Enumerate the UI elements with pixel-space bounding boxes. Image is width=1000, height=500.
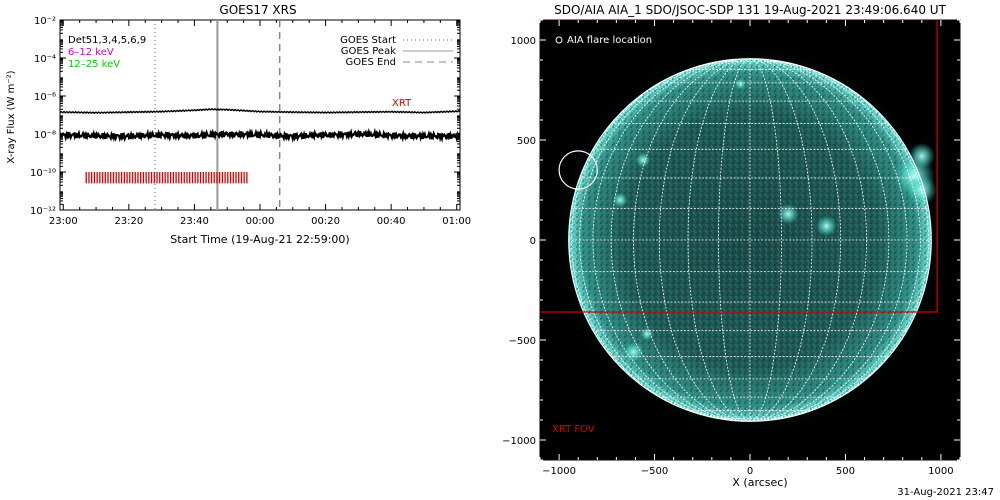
goes-y-axis: 10⁻² 10⁻⁴ 10⁻⁶ 10⁻⁸ 10⁻¹⁰ 10⁻¹² — [30, 16, 460, 217]
longitude-grid-line — [632, 58, 751, 422]
flare-legend-circle-icon — [555, 36, 563, 44]
longitude-grid-line — [749, 58, 908, 422]
goes-panel-title: GOES17 XRS — [219, 3, 296, 17]
aia-x-tick-label: 500 — [836, 466, 855, 477]
aia-x-tick-label: 0 — [747, 466, 753, 477]
active-region-glow — [908, 142, 936, 170]
goes-y-tick-label: 10⁻¹⁰ — [30, 168, 56, 179]
aia-x-tick-label: −1000 — [542, 466, 576, 477]
goes-y-tick-label: 10⁻¹² — [30, 206, 56, 217]
solar-limb — [568, 58, 932, 422]
longitude-grid-line — [749, 58, 868, 422]
xrt-fov-box — [540, 20, 938, 313]
goes-y-tick-label: 10⁻² — [34, 16, 56, 27]
longitude-grid-line — [687, 58, 751, 422]
active-region-glow — [612, 192, 628, 208]
aia-x-tick-label: −500 — [641, 466, 668, 477]
goes-event-legend-label: GOES Start — [340, 35, 396, 46]
longitude-grid-line — [718, 58, 751, 422]
aia-y-tick-label: −1000 — [502, 436, 536, 447]
aia-x-axis-label: X (arcsec) — [732, 476, 787, 488]
xrt-fov-label: XRT FOV — [552, 424, 595, 435]
aia-y-axis: −1000 −500 0 500 1000 — [502, 19, 960, 461]
longitude-grid-line — [749, 58, 890, 422]
figure-canvas: GOES17 XRS 10⁻² 10⁻⁴ 10⁻⁶ 10⁻⁸ 10⁻¹⁰ 10⁻¹² 23… — [6, 3, 961, 489]
goes-x-tick-label: 00:40 — [377, 216, 406, 227]
xrt-annotation: XRT — [392, 98, 412, 109]
aia-y-tick-label: 1000 — [511, 36, 536, 47]
goes-detector-legend-entry: 12–25 keV — [68, 59, 120, 70]
longitude-grid-line — [749, 58, 782, 422]
longitude-grid-line — [749, 58, 842, 422]
goes-x-tick-label: 23:20 — [114, 216, 143, 227]
longitude-grid-line — [658, 58, 751, 422]
goes-x-tick-label: 01:00 — [442, 216, 471, 227]
longitude-grid-line — [610, 58, 751, 422]
longitude-grid-line — [579, 58, 751, 422]
goes-x-tick-label: 23:00 — [49, 216, 78, 227]
goes-x-tick-label: 00:20 — [311, 216, 340, 227]
goes-x-tick-label: 00:00 — [246, 216, 275, 227]
flare-legend-label: AIA flare location — [567, 35, 652, 46]
longitude-grid-line — [749, 58, 813, 422]
solar-disk-texture — [568, 58, 932, 422]
longitude-grid-line — [749, 58, 921, 422]
goes-y-tick-label: 10⁻⁶ — [34, 92, 56, 103]
goes-flux-series — [60, 107, 460, 144]
footer-timestamp: 31-Aug-2021 23:47 — [897, 487, 994, 498]
xrt-observation-markers — [85, 172, 248, 184]
active-region-glow — [734, 78, 747, 90]
goes-x-axis: 23:00 23:20 23:40 00:00 00:20 00:40 01:00 — [49, 20, 471, 227]
goes-y-tick-label: 10⁻⁴ — [34, 54, 56, 65]
goes-event-legend-label: GOES Peak — [341, 46, 396, 57]
goes-plot-frame — [59, 19, 461, 211]
aia-flare-location-marker — [558, 150, 598, 190]
active-region-glow — [635, 152, 651, 168]
aia-y-tick-label: −500 — [509, 336, 536, 347]
goes-x-axis-label: Start Time (19-Aug-21 22:59:00) — [170, 233, 349, 246]
goes-x-tick-label: 23:40 — [180, 216, 209, 227]
goes-event-legend-label: GOES End — [346, 57, 396, 68]
aia-y-tick-label: 500 — [517, 136, 536, 147]
active-region-glow — [815, 215, 837, 237]
goes-y-axis-label: X-ray Flux (W m⁻²) — [6, 70, 17, 163]
active-region-glow — [640, 327, 654, 341]
aia-panel: SDO/AIA AIA_1 SDO/JSOC-SDP 131 19-Aug-20… — [502, 3, 961, 489]
aia-x-axis: −1000 −500 0 500 1000 — [539, 20, 961, 477]
goes-flux-line — [60, 107, 460, 115]
aia-y-tick-label: 0 — [530, 236, 536, 247]
active-region-glow — [623, 341, 645, 363]
goes-detector-legend-entry: Det51,3,4,5,6,9 — [68, 35, 146, 46]
aia-panel-title: SDO/AIA AIA_1 SDO/JSOC-SDP 131 19-Aug-20… — [554, 3, 946, 17]
goes-panel: GOES17 XRS 10⁻² 10⁻⁴ 10⁻⁶ 10⁻⁸ 10⁻¹⁰ 10⁻¹² 23… — [6, 3, 471, 246]
longitude-grid-line — [592, 58, 751, 422]
goes-flux-line — [60, 127, 460, 144]
goes-detector-legend-entry: 6–12 keV — [68, 47, 114, 58]
aia-x-tick-label: 1000 — [928, 466, 953, 477]
goes-y-tick-label: 10⁻⁸ — [34, 130, 56, 141]
